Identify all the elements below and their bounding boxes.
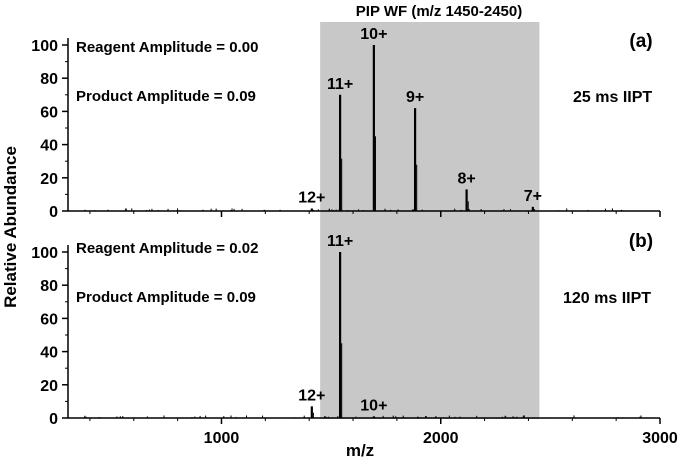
x-tick-label: 3000 [642, 430, 678, 447]
panel-b-peaks [310, 252, 376, 418]
panel-a-y-tick-label: 60 [40, 104, 58, 121]
y-axis-label: Relative Abundance [1, 146, 20, 308]
panel-b-y-tick-label: 60 [40, 311, 58, 328]
panel-b: 0 20 40 60 80 100 1000 2000 3000 12+ 11+ 10+ (b) R… [31, 231, 678, 447]
panel-a-y-tick-label: 40 [40, 138, 58, 155]
panel-b-peak-label-1: 12+ [298, 387, 325, 404]
pip-window-label: PIP WF (m/z 1450-2450) [356, 3, 522, 20]
panel-b-peak-label-2: 11+ [327, 233, 353, 250]
panel-b-peak-labels: 12+ 11+ 10+ [298, 233, 387, 414]
panel-b-product-amplitude: Product Amplitude = 0.09 [76, 289, 256, 306]
panel-a-axes: 0 20 40 60 80 100 [31, 38, 661, 221]
panel-b-peak-label-3: 10+ [360, 397, 387, 414]
panel-b-axes: 0 20 40 60 80 100 1000 2000 3000 [31, 245, 678, 447]
panel-a-product-amplitude: Product Amplitude = 0.09 [76, 88, 256, 105]
panel-a-y-tick-label: 20 [40, 171, 58, 188]
panel-a-y-tick-label: 0 [49, 204, 58, 221]
panel-a-peak-label-4: 9+ [406, 89, 424, 106]
panel-a-peak-label-3: 10+ [360, 26, 387, 43]
panel-a-reagent-amplitude: Reagent Amplitude = 0.00 [76, 39, 258, 56]
panel-b-y-tick-label: 100 [31, 245, 58, 262]
x-tick-label: 2000 [423, 430, 459, 447]
panel-a-condition: 25 ms IIPT [573, 89, 652, 106]
panel-b-condition: 120 ms IIPT [563, 290, 651, 307]
panel-b-y-tick-label: 40 [40, 345, 58, 362]
panel-a-peak-label-2: 11+ [327, 76, 353, 93]
panel-b-reagent-amplitude: Reagent Amplitude = 0.02 [76, 240, 258, 257]
panel-a-peaks [310, 45, 535, 211]
x-axis-label: m/z [346, 441, 374, 460]
panel-a-label: (a) [629, 31, 652, 52]
panel-a-y-tick-label: 100 [31, 38, 58, 55]
panel-a-peak-labels: 12+ 11+ 10+ 9+ 8+ 7+ [298, 26, 542, 207]
panel-a: 0 20 40 60 80 100 12+ 11+ 10+ 9+ 8+ 7+ (a) Reagent… [31, 26, 661, 221]
panel-a-y-tick-label: 80 [40, 71, 58, 88]
pip-window-shade [320, 22, 540, 419]
panel-b-y-tick-label: 80 [40, 278, 58, 295]
panel-b-label: (b) [629, 231, 653, 252]
panel-b-y-tick-label: 0 [49, 411, 58, 428]
panel-a-peak-label-5: 8+ [457, 170, 475, 187]
x-tick-label: 1000 [204, 430, 240, 447]
panel-b-y-tick-label: 20 [40, 378, 58, 395]
panel-a-peak-label-6: 7+ [524, 188, 542, 205]
panel-a-peak-label-1: 12+ [298, 190, 325, 207]
